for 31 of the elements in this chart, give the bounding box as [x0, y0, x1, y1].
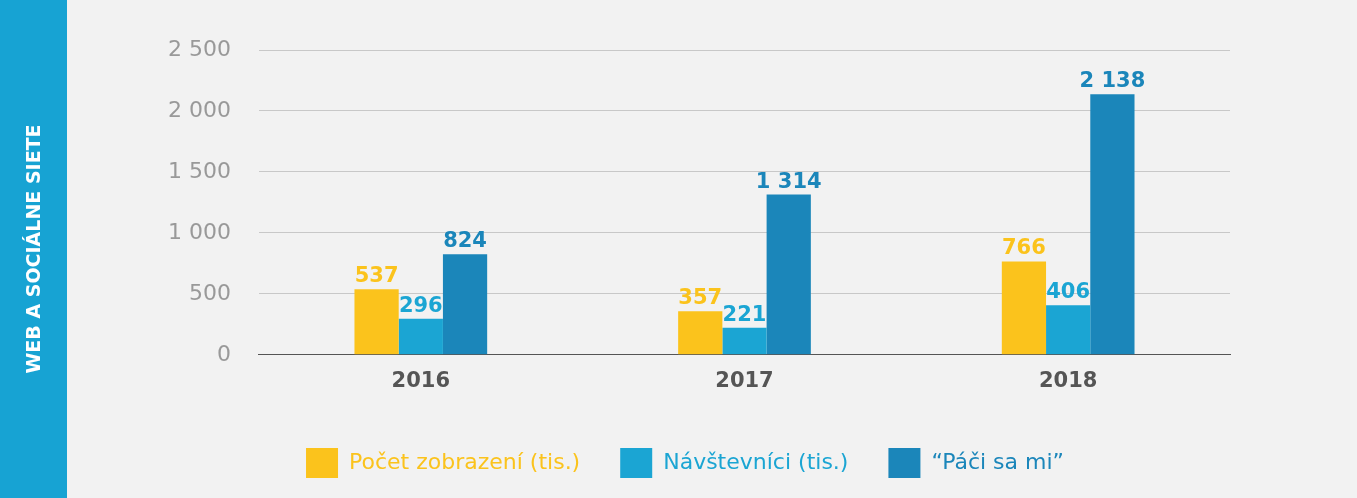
- bar: [442, 254, 488, 355]
- y-tick-label: 1 500: [168, 157, 231, 183]
- data-label: 1 314: [755, 168, 822, 193]
- data-label: 2 138: [1079, 68, 1146, 93]
- bar: [1046, 305, 1091, 355]
- legend-label: “Páči sa mi”: [931, 448, 1064, 474]
- y-tick-label: 500: [188, 279, 231, 305]
- x-tick-label: 2016: [391, 367, 451, 392]
- bar: [678, 311, 723, 355]
- data-label: 406: [1046, 279, 1091, 304]
- bar: [354, 289, 399, 355]
- y-tick-label: 2 500: [168, 35, 231, 61]
- bar: [398, 318, 443, 355]
- text: WEB A SOCIÁLNE SIETE: [22, 124, 44, 374]
- x-tick-label: 2017: [715, 367, 774, 392]
- data-label: 537: [354, 263, 399, 288]
- y-tick-label: 1 000: [168, 218, 231, 244]
- bar: [722, 327, 767, 355]
- data-label: 296: [398, 292, 443, 317]
- x-tick-label: 2018: [1038, 367, 1098, 392]
- y-tick-label: 2 000: [168, 96, 231, 122]
- legend-label: Návštevníci (tis.): [663, 448, 849, 474]
- data-label: 357: [678, 285, 723, 310]
- data-label: 766: [1002, 235, 1046, 260]
- y-tick-label: 0: [216, 340, 231, 366]
- bar: [766, 194, 811, 355]
- bar: [1001, 261, 1047, 355]
- data-label: 824: [443, 228, 487, 253]
- legend-label: Počet zobrazení (tis.): [349, 448, 581, 474]
- data-label: 221: [722, 301, 767, 326]
- bar: [1090, 94, 1135, 355]
